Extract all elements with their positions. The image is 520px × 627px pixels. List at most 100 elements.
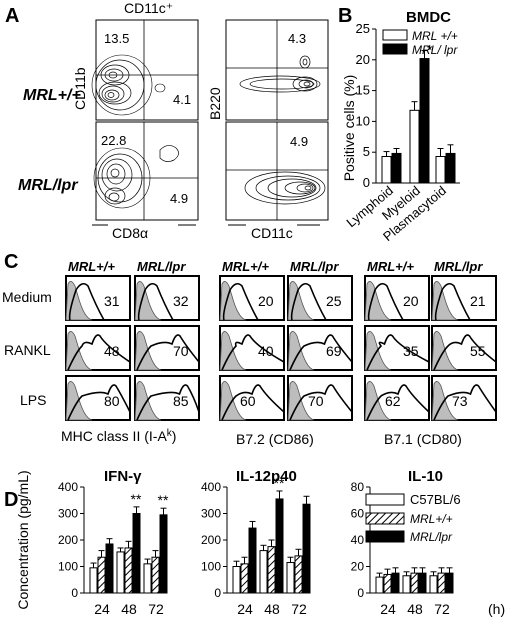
legend-label-lpr: MRL/ lpr (412, 43, 458, 57)
histogram-cell: 20 (364, 275, 430, 321)
panel-b-legend: MRL +/+ MRL/ lpr (382, 29, 458, 57)
legend-swatch-c57 (365, 493, 405, 506)
d-chart-title: IL-10 (408, 468, 443, 485)
histogram-stained-curve (433, 334, 497, 371)
row-label-rankl: RANKL (4, 342, 51, 358)
histogram-percent-label: 62 (385, 393, 401, 409)
group3-xlabel: B7.1 (CD80) (384, 431, 462, 447)
histogram-percent-label: 55 (470, 343, 486, 359)
d-bar (410, 572, 419, 594)
d-bar (116, 551, 125, 594)
d-ytick-label: 300 (58, 507, 78, 521)
histogram-cell: 35 (364, 325, 430, 371)
histogram-percent-label: 25 (326, 293, 342, 309)
histogram-stained-curve (68, 282, 105, 321)
histogram-cell: 62 (364, 375, 430, 421)
d-category-label: 48 (407, 601, 423, 617)
d-bar (89, 567, 98, 594)
d-significance: ** (158, 492, 169, 508)
histogram-cell: 48 (65, 325, 131, 371)
d-ytick-label: 80 (351, 480, 365, 494)
panel-b-yaxis: 0 5 10 15 20 25 (356, 21, 460, 190)
histogram-percent-label: 60 (240, 393, 256, 409)
histogram-percent-label: 80 (104, 393, 120, 409)
hour-unit: (h) (488, 601, 505, 617)
d-bar (383, 573, 392, 594)
histogram-cell: 25 (287, 275, 353, 321)
plot1-q2-value: 4.1 (173, 92, 191, 107)
panel-d-label: D (4, 489, 18, 511)
panel-b-title: BMDC (406, 9, 451, 26)
histogram-column-header: MRL/lpr (290, 259, 339, 274)
d-bar (302, 503, 311, 594)
histogram-percent-label: 69 (326, 343, 342, 359)
histogram-stained-curve (221, 384, 285, 421)
d-bar (418, 572, 427, 594)
histogram-percent-label: 70 (308, 393, 324, 409)
panel-b: B BMDC Positive cells (%) 0 5 10 15 20 25 * L… (338, 5, 460, 244)
d-category-label: 24 (94, 601, 110, 617)
row-label-mrl-lpr: MRL/lpr (18, 177, 78, 194)
d-ytick-label: 400 (58, 480, 78, 494)
panel-c-label: C (4, 251, 18, 273)
d-ytick-label: 400 (201, 480, 221, 494)
d-bar (248, 527, 257, 594)
d-category-label: 72 (291, 601, 307, 617)
d-ytick-label: 200 (58, 533, 78, 547)
histogram-percent-label: 85 (173, 393, 189, 409)
d-ytick-label: 0 (214, 586, 221, 600)
histogram-stained-curve (221, 334, 285, 371)
b-bar (381, 156, 392, 184)
panel-c-histograms: MRL+/+ MRL/lpr 31 32 48 70 80 85 MRL+/+ MRL/lpr 20… (65, 259, 497, 421)
panel-b-label: B (338, 5, 352, 27)
histogram-cell: 70 (287, 375, 353, 421)
panel-c: C Medium RANKL LPS MRL+/+ MRL/lpr 31 32 48 70… (2, 251, 497, 447)
d-category-label: 72 (434, 601, 450, 617)
histogram-column-header: MRL/lpr (434, 259, 483, 274)
legend-label-mrl-lpr: MRL/lpr (410, 530, 453, 544)
histogram-cell: 32 (134, 275, 200, 321)
legend-swatch-mrl-wt (365, 512, 405, 525)
b-bar (419, 58, 430, 184)
histogram-stained-curve (137, 282, 174, 321)
d-bar (240, 563, 249, 594)
legend-label-c57: C57BL/6 (410, 492, 461, 507)
b-ytick-label: 25 (356, 21, 370, 36)
histogram-cell: 60 (219, 375, 285, 421)
group2-xlabel: B7.2 (CD86) (236, 431, 314, 447)
histogram-column-header: MRL/lpr (137, 259, 186, 274)
d-bar (232, 566, 241, 594)
histogram-stained-curve (367, 282, 404, 321)
b-significance: * (427, 42, 433, 58)
d-bar (286, 562, 295, 594)
d-ytick-label: 0 (357, 586, 364, 600)
legend-swatch-lpr (382, 43, 408, 55)
histogram-percent-label: 20 (403, 293, 419, 309)
histogram-stained-curve (290, 282, 327, 321)
d-category-label: 48 (264, 601, 280, 617)
flow-plot-mrl-wt-cd11b: 13.5 4.1 (91, 19, 199, 121)
histogram-percent-label: 32 (173, 293, 189, 309)
panel-b-ylabel: Positive cells (%) (341, 75, 357, 182)
b-bar (391, 152, 402, 184)
d-bar (143, 563, 152, 594)
d-ytick-label: 60 (351, 507, 365, 521)
plot3-q2-value: 4.9 (170, 191, 188, 206)
histogram-cell: 85 (134, 375, 200, 421)
histogram-stained-curve (289, 384, 353, 421)
histogram-column-header: MRL+/+ (222, 259, 269, 274)
b-ytick-label: 5 (363, 144, 370, 159)
plot3-q1-value: 22.8 (101, 133, 126, 148)
panel-d: D Concentration (pg/mL) IFN-γ01002003004… (4, 468, 505, 617)
b-bar (409, 109, 420, 184)
d-bar (159, 514, 168, 594)
histogram-cell: 69 (287, 325, 353, 371)
b-bar (445, 152, 456, 184)
d-ytick-label: 20 (351, 560, 365, 574)
panel-d-ylabel: Concentration (pg/mL) (15, 470, 31, 609)
d-bar (267, 546, 276, 594)
d-category-label: 72 (148, 601, 164, 617)
d-bar (124, 547, 133, 594)
